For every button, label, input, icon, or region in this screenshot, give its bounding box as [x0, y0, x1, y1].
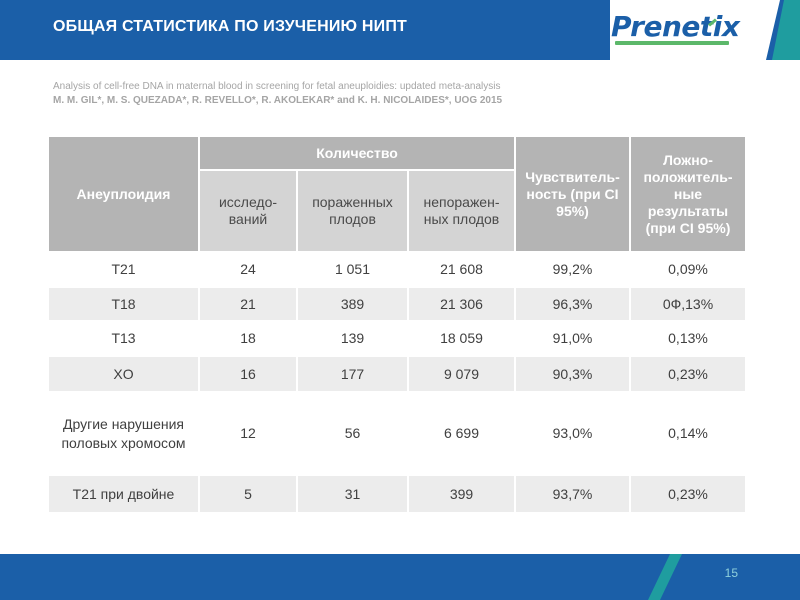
- row-fpr: 0,23%: [629, 474, 747, 514]
- row-affected: 1 051: [296, 251, 409, 288]
- row-name: T21: [47, 251, 200, 288]
- row-name: XO: [47, 355, 200, 393]
- citation-title: Analysis of cell-free DNA in maternal bl…: [53, 81, 501, 92]
- row-name: T13: [47, 320, 200, 357]
- table-row: T21 24 1 051 21 608 99,2% 0,09%: [47, 251, 747, 288]
- table-row: Другие нарушения половых хромосом 12 56 …: [47, 391, 747, 476]
- page-number: 15: [724, 566, 738, 580]
- header-sensitivity: Чувствитель-ность (при CI 95%): [514, 135, 631, 253]
- row-unaffected: 21 608: [407, 251, 516, 288]
- table-row: XO 16 177 9 079 90,3% 0,23%: [47, 355, 747, 393]
- row-sensitivity: 93,7%: [514, 474, 631, 514]
- header-quantity: Количество: [198, 135, 516, 171]
- row-name: T18: [47, 286, 200, 322]
- row-studies: 16: [198, 355, 298, 393]
- slide-footer: 15: [0, 554, 800, 600]
- logo-text: Prenetix: [611, 10, 740, 43]
- row-affected: 139: [296, 320, 409, 357]
- row-affected: 31: [296, 474, 409, 514]
- logo-tagline-bar: [615, 41, 729, 45]
- header-false-positive: Ложно-положитель-ные результаты (при CI …: [629, 135, 747, 253]
- header-band: [0, 0, 610, 60]
- row-fpr: 0Ф,13%: [629, 286, 747, 322]
- header-corner-stripe: [766, 0, 800, 60]
- row-unaffected: 399: [407, 474, 516, 514]
- row-name: Другие нарушения половых хромосом: [47, 391, 200, 476]
- table-row: Т21 при двойне 5 31 399 93,7% 0,23%: [47, 474, 747, 514]
- row-sensitivity: 93,0%: [514, 391, 631, 476]
- row-fpr: 0,14%: [629, 391, 747, 476]
- table-row: T18 21 389 21 306 96,3% 0Ф,13%: [47, 286, 747, 322]
- row-studies: 12: [198, 391, 298, 476]
- header-affected: пораженных плодов: [296, 169, 409, 253]
- row-affected: 389: [296, 286, 409, 322]
- row-sensitivity: 91,0%: [514, 320, 631, 357]
- table-row: T13 18 139 18 059 91,0% 0,13%: [47, 320, 747, 357]
- footer-corner-stripe: [648, 554, 800, 600]
- header-studies: исследо-ваний: [198, 169, 298, 253]
- row-studies: 21: [198, 286, 298, 322]
- prenetix-logo: Prenetix: [611, 10, 761, 50]
- row-unaffected: 9 079: [407, 355, 516, 393]
- row-fpr: 0,09%: [629, 251, 747, 288]
- row-sensitivity: 96,3%: [514, 286, 631, 322]
- slide-header: ОБЩАЯ СТАТИСТИКА ПО ИЗУЧЕНИЮ НИПТ Prenet…: [0, 0, 800, 60]
- row-unaffected: 18 059: [407, 320, 516, 357]
- row-fpr: 0,23%: [629, 355, 747, 393]
- row-name: Т21 при двойне: [47, 474, 200, 514]
- row-unaffected: 6 699: [407, 391, 516, 476]
- row-fpr: 0,13%: [629, 320, 747, 357]
- row-sensitivity: 90,3%: [514, 355, 631, 393]
- header-aneuploidy: Анеуплоидия: [47, 135, 200, 253]
- header-unaffected: непоражен-ных плодов: [407, 169, 516, 253]
- citation: Analysis of cell-free DNA in maternal bl…: [53, 80, 773, 108]
- row-studies: 24: [198, 251, 298, 288]
- row-sensitivity: 99,2%: [514, 251, 631, 288]
- statistics-table: Анеуплоидия Количество Чувствитель-ность…: [47, 135, 747, 514]
- row-affected: 56: [296, 391, 409, 476]
- citation-authors: M. M. GIL*, M. S. QUEZADA*, R. REVELLO*,…: [53, 95, 503, 106]
- row-studies: 18: [198, 320, 298, 357]
- row-affected: 177: [296, 355, 409, 393]
- row-unaffected: 21 306: [407, 286, 516, 322]
- slide-title: ОБЩАЯ СТАТИСТИКА ПО ИЗУЧЕНИЮ НИПТ: [53, 18, 407, 35]
- row-studies: 5: [198, 474, 298, 514]
